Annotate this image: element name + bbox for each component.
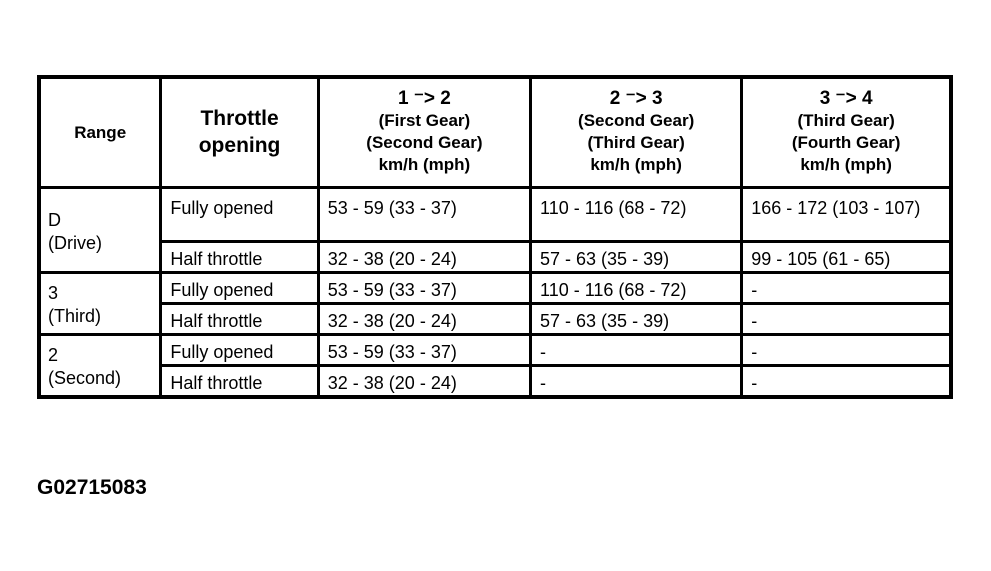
range-cell: D (Drive) [37, 185, 163, 274]
range-cell: 3 (Third) [37, 270, 163, 336]
speed-cell: 32 - 38 (20 - 24) [316, 239, 533, 274]
header-range: Range [37, 75, 163, 189]
speed-cell: - [529, 363, 744, 398]
throttle-cell: Half throttle [159, 239, 320, 274]
figure-code: G02715083 [37, 476, 147, 499]
speed-cell: 110 - 116 (68 - 72) [529, 270, 744, 305]
speed-cell: - [529, 332, 744, 367]
throttle-cell: Fully opened [159, 332, 320, 367]
table-row: 3 (Third) Fully opened 53 - 59 (33 - 37) 110… [37, 270, 953, 336]
table-row: Half throttle 32 - 38 (20 - 24) 57 - 63 (3… [39, 239, 953, 274]
range-cell: 2 (Second) [37, 332, 163, 398]
speed-cell: 53 - 59 (33 - 37) [316, 332, 533, 367]
speed-cell: 57 - 63 (35 - 39) [529, 301, 744, 336]
speed-cell: 99 - 105 (61 - 65) [740, 239, 953, 274]
table-row: D (Drive) Fully opened 53 - 59 (33 - 37) 110… [37, 185, 953, 274]
table-row: 2 (Second) Fully opened 53 - 59 (33 - 37) - - [37, 332, 953, 398]
table-row: Half throttle 32 - 38 (20 - 24) - - [39, 363, 953, 398]
header-shift-2-3: 2 ⁻> 3 (Second Gear) (Third Gear) km/h (mph… [529, 75, 744, 189]
header-throttle: Throttle opening [159, 75, 320, 189]
speed-cell: 166 - 172 (103 - 107) [740, 185, 953, 243]
speed-cell: - [740, 363, 953, 398]
speed-cell: 53 - 59 (33 - 37) [316, 185, 533, 243]
speed-cell: 32 - 38 (20 - 24) [316, 363, 533, 398]
throttle-cell: Fully opened [159, 185, 320, 243]
speed-cell: - [740, 301, 953, 336]
speed-cell: 110 - 116 (68 - 72) [529, 185, 744, 243]
speed-cell: 57 - 63 (35 - 39) [529, 239, 744, 274]
speed-cell: - [740, 270, 953, 305]
throttle-cell: Half throttle [159, 363, 320, 398]
header-shift-1-2: 1 ⁻> 2 (First Gear) (Second Gear) km/h (mph… [316, 75, 533, 189]
header-row: Range Throttle opening 1 ⁻> 2 (First Gear)… [37, 75, 953, 189]
speed-cell: 53 - 59 (33 - 37) [316, 270, 533, 305]
table-row: Half throttle 32 - 38 (20 - 24) 57 - 63 (3… [39, 301, 953, 336]
shift-speed-table: Range Throttle opening 1 ⁻> 2 (First Gear)… [37, 75, 953, 399]
speed-cell: - [740, 332, 953, 367]
header-shift-3-4: 3 ⁻> 4 (Third Gear) (Fourth Gear) km/h (mph… [740, 75, 953, 189]
throttle-cell: Fully opened [159, 270, 320, 305]
throttle-cell: Half throttle [159, 301, 320, 336]
speed-cell: 32 - 38 (20 - 24) [316, 301, 533, 336]
